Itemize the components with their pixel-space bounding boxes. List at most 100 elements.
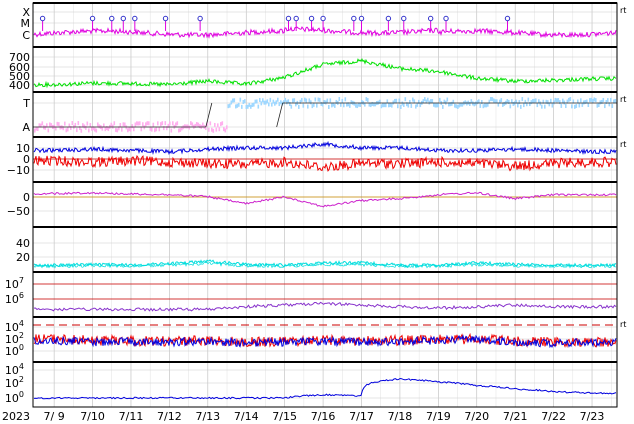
imf-away-point [164, 121, 167, 126]
imf-toward-point [422, 99, 425, 104]
imf-toward-point [566, 99, 569, 104]
imf-toward-point [332, 102, 335, 107]
imf-toward-point [415, 104, 417, 109]
imf-away-point [151, 127, 153, 132]
imf-toward-point [571, 104, 573, 109]
imf-away-point [142, 122, 144, 127]
imf-toward-point [455, 104, 458, 109]
imf-toward-point [560, 103, 563, 108]
imf-toward-point [262, 98, 264, 103]
imf-toward-point [586, 99, 588, 104]
imf-toward-point [502, 102, 504, 107]
imf-away-point [116, 128, 119, 133]
bz-line [33, 155, 617, 172]
imf-away-point [133, 127, 135, 132]
flare-marker [285, 15, 292, 22]
imf-toward-point [409, 99, 411, 104]
imf-toward-point [404, 97, 407, 102]
imf-toward-point [499, 99, 501, 104]
imf-toward-point [490, 97, 492, 102]
imf-toward-point [268, 102, 270, 107]
xray-flares-right-label: rt [620, 6, 626, 15]
imf-toward-point [325, 100, 327, 105]
imf-bt-bz-tick-label: 10 [16, 142, 30, 155]
x-tick-label: 7/16 [311, 410, 336, 423]
imf-toward-point [487, 102, 489, 107]
imf-toward-point [458, 103, 461, 108]
imf-toward-point [454, 103, 456, 108]
imf-toward-point [311, 104, 314, 109]
imf-toward-point [341, 98, 344, 103]
imf-away-point [185, 124, 188, 129]
imf-toward-point [424, 97, 426, 102]
imf-toward-point [398, 98, 401, 103]
imf-away-point [107, 127, 110, 132]
imf-toward-point [313, 102, 315, 107]
imf-toward-point [374, 102, 377, 107]
imf-away-point [46, 123, 48, 128]
imf-toward-point [277, 97, 279, 102]
imf-toward-point [364, 102, 366, 107]
imf-toward-point [280, 100, 282, 105]
imf-toward-point [242, 100, 245, 105]
imf-toward-point [287, 99, 290, 104]
imf-toward-point [434, 103, 437, 108]
imf-bt-bz-tick-label: 0 [23, 153, 30, 166]
imf-toward-point [412, 97, 414, 102]
high-energy-proton-tick-label: 102 [5, 375, 24, 390]
imf-away-point [64, 121, 66, 126]
imf-toward-point [467, 100, 470, 105]
imf-toward-point [371, 101, 374, 106]
imf-direction-tick-label: T [22, 97, 30, 110]
imf-away-point [59, 125, 62, 130]
imf-toward-point [295, 102, 297, 107]
imf-toward-point [544, 104, 546, 109]
imf-toward-point [446, 97, 449, 102]
imf-away-point [145, 122, 147, 127]
proton-flux-right-label: rt [620, 320, 626, 329]
imf-toward-point [406, 102, 408, 107]
imf-toward-point [301, 97, 303, 102]
imf-away-point [208, 127, 210, 132]
imf-toward-point [478, 99, 480, 104]
imf-toward-point [323, 100, 326, 105]
imf-away-point [136, 121, 138, 126]
imf-away-point [67, 127, 69, 132]
imf-toward-point [286, 100, 288, 105]
imf-away-point [92, 126, 95, 131]
flare-marker [401, 15, 407, 22]
imf-toward-point [278, 102, 281, 107]
frame-layer [32, 2, 618, 408]
imf-toward-point [233, 98, 236, 103]
imf-toward-point [437, 103, 440, 108]
x-tick-label: 7/20 [464, 410, 489, 423]
imf-toward-point [319, 97, 321, 102]
flare-marker [197, 15, 203, 22]
imf-toward-point [539, 101, 542, 106]
imf-away-point [205, 126, 207, 131]
imf-toward-point [464, 100, 467, 105]
imf-toward-point [572, 99, 575, 104]
imf-away-point [103, 123, 105, 128]
imf-toward-point [521, 97, 524, 102]
imf-toward-point [227, 104, 230, 109]
imf-away-point [157, 121, 159, 126]
imf-toward-point [488, 99, 491, 104]
x-tick-label: 7/10 [80, 410, 105, 423]
imf-away-point [140, 127, 143, 132]
imf-away-point [176, 121, 179, 126]
imf-away-point [190, 121, 192, 126]
imf-away-point [163, 126, 165, 131]
kp-line [33, 259, 617, 268]
imf-toward-point [340, 102, 342, 107]
imf-away-point [226, 125, 228, 130]
imf-toward-point [419, 103, 422, 108]
imf-toward-point [473, 102, 476, 107]
imf-toward-point [292, 98, 294, 103]
imf-toward-point [593, 97, 596, 102]
flare-marker [39, 15, 46, 22]
imf-toward-point [614, 98, 617, 103]
imf-toward-point [425, 99, 428, 104]
imf-toward-point [461, 102, 464, 107]
imf-away-point [199, 124, 201, 129]
